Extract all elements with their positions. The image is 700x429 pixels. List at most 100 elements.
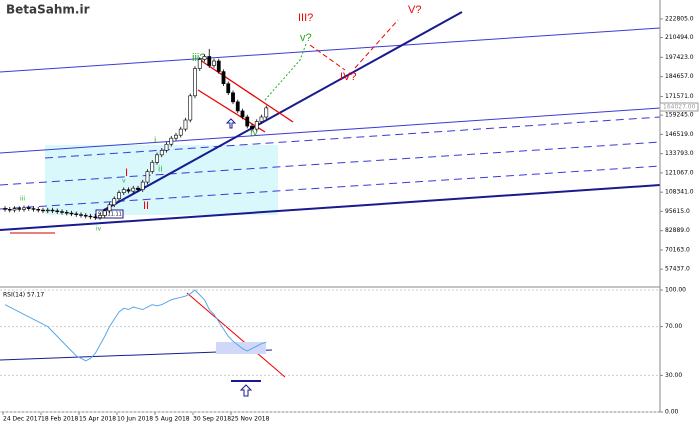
wave-label: I (125, 167, 128, 179)
candle-body (102, 210, 107, 216)
y-tick-label: 57437.0 (665, 266, 690, 273)
candle-body (69, 212, 74, 215)
candle-body (74, 213, 79, 215)
candle-body (22, 207, 26, 210)
y-tick-label: 159245.0 (665, 112, 694, 119)
channel-line (0, 184, 661, 231)
candle-body (245, 116, 250, 127)
y-tick-label: 108341.0 (665, 189, 694, 196)
candle-body (60, 211, 64, 213)
y-tick-label: 184657.0 (665, 73, 694, 80)
candle-body (64, 212, 69, 214)
candle-body (79, 214, 83, 216)
wave-label: V? (408, 4, 421, 16)
x-tick-label: 25 Nov 2018 (231, 416, 270, 423)
wave-label: iv (250, 129, 259, 139)
candle-body (174, 134, 178, 139)
candle-body (207, 56, 212, 66)
candle-body (150, 162, 155, 172)
wave-label: iii (20, 196, 25, 203)
trend-line (94, 11, 463, 216)
red-channel (199, 59, 294, 123)
arrow-icon (239, 384, 253, 397)
projection (264, 43, 307, 101)
wave-label: iii? (192, 52, 205, 64)
y-tick-label: 100.00 (665, 287, 686, 294)
candle-body (140, 181, 145, 190)
channel-line (0, 107, 661, 154)
candle-body (259, 116, 264, 122)
wave-label: ii (158, 165, 162, 174)
x-tick-label: 5 Aug 2018 (155, 416, 190, 423)
wave-label: v (122, 178, 126, 185)
y-tick-label: 146519.0 (665, 131, 694, 138)
channel-line (44, 116, 661, 159)
candle-body (183, 119, 188, 130)
candle-body (121, 189, 126, 193)
candle-body (193, 68, 197, 97)
candle-body (88, 215, 93, 218)
candle-body (41, 209, 45, 212)
red-channel (197, 89, 266, 133)
candle-body (226, 83, 231, 94)
candle-body (145, 171, 150, 183)
candle-body (36, 209, 41, 211)
candle-body (55, 210, 60, 212)
y-tick-label: 133793.0 (665, 150, 694, 157)
candle-body (45, 209, 50, 212)
y-tick-label: 0.00 (665, 409, 679, 416)
candle-body (107, 204, 112, 212)
low-price: 91311.11 (98, 212, 122, 218)
x-tick-label: 18 Feb 2018 (41, 416, 79, 423)
channel-line (0, 27, 661, 73)
candle-body (202, 56, 207, 60)
arrow-icon (225, 118, 237, 129)
candle-body (250, 125, 254, 130)
y-tick-label: 95615.0 (665, 208, 690, 215)
candle-body (50, 209, 55, 212)
wave-label: II (143, 200, 149, 212)
candle-body (164, 143, 169, 151)
candle-body (155, 154, 159, 163)
logo-box (2, 2, 98, 18)
rsi-trend (186, 292, 286, 378)
rsi-title: RSI(14) 57.17 (3, 292, 44, 299)
candle-body (26, 207, 31, 209)
price-box (659, 102, 699, 112)
candle-body (188, 95, 193, 121)
wave-label: i (154, 136, 156, 145)
wave-label: IV? (340, 71, 357, 83)
candle-body (112, 198, 117, 206)
candle-body (169, 137, 174, 145)
candle-body (17, 208, 22, 210)
candle-body (264, 107, 269, 118)
y-tick-label: 210494.0 (665, 34, 694, 41)
current-price: 164027.00 (663, 104, 696, 111)
wave-label: v? (300, 32, 312, 44)
candle-body (136, 187, 140, 190)
candle-body (235, 101, 240, 112)
projection (354, 19, 399, 69)
candle-body (7, 209, 12, 211)
channel-line (0, 141, 661, 186)
y-tick-label: 82889.0 (665, 227, 690, 234)
candle-body (83, 215, 88, 217)
candle-body (12, 208, 17, 211)
candle-body (240, 110, 245, 118)
candle-body (178, 128, 183, 136)
y-tick-label: 30.00 (665, 372, 682, 379)
candle-body (231, 92, 235, 103)
y-tick-label: 70163.0 (665, 246, 690, 253)
x-tick-label: 10 Jun 2018 (117, 416, 153, 423)
candle-body (93, 216, 98, 218)
x-tick-label: 15 Apr 2018 (79, 416, 116, 423)
rsi-line (4, 289, 267, 362)
candle-body (98, 215, 102, 218)
candle-body (131, 187, 136, 192)
x-tick-label: 30 Sep 2018 (193, 416, 231, 423)
candle-body (216, 60, 221, 72)
candle-body (221, 71, 226, 85)
y-tick-label: 70.00 (665, 323, 682, 330)
y-tick-label: 171571.0 (665, 93, 694, 100)
